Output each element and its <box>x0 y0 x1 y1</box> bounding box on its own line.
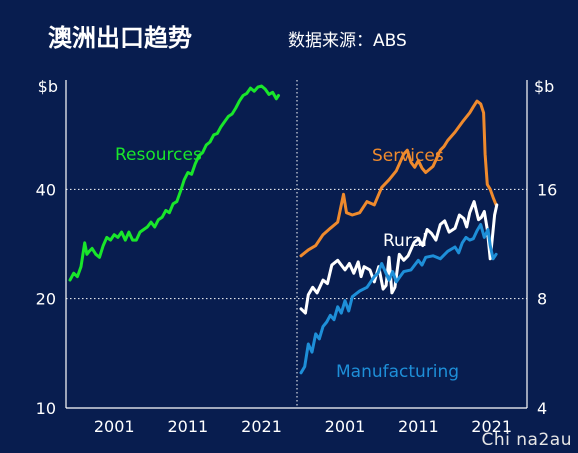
right-y-tick-label: 4 <box>537 399 547 418</box>
right-x-tick-label: 2001 <box>325 417 366 436</box>
right-y-tick-label: 16 <box>537 180 557 199</box>
right-unit-label: $b <box>534 77 554 96</box>
rural-series-label: Rural <box>383 231 427 251</box>
resources-series-line <box>68 84 280 282</box>
right-x-tick-label: 2021 <box>471 417 512 436</box>
watermark: Chi na2au <box>481 430 572 450</box>
resources-series-label: Resources <box>115 145 202 165</box>
left-x-tick-label: 2011 <box>168 417 209 436</box>
left-unit-label: $b <box>38 77 58 96</box>
services-series-line <box>299 99 498 258</box>
rural-series-line <box>299 200 499 315</box>
right-y-tick-label: 8 <box>537 290 547 309</box>
data-source-label: 数据来源：ABS <box>288 31 407 51</box>
left-y-tick-label: 40 <box>36 180 56 199</box>
services-series-label: Services <box>372 146 444 166</box>
left-y-tick-label: 10 <box>36 399 56 418</box>
left-x-tick-label: 2001 <box>94 417 135 436</box>
left-y-tick-label: 20 <box>36 290 56 309</box>
chart-title: 澳洲出口趋势 <box>48 24 192 52</box>
right-x-tick-label: 2011 <box>398 417 439 436</box>
left-x-tick-label: 2021 <box>241 417 282 436</box>
manufacturing-series-label: Manufacturing <box>336 362 459 382</box>
manufacturing-series-line <box>299 223 498 375</box>
